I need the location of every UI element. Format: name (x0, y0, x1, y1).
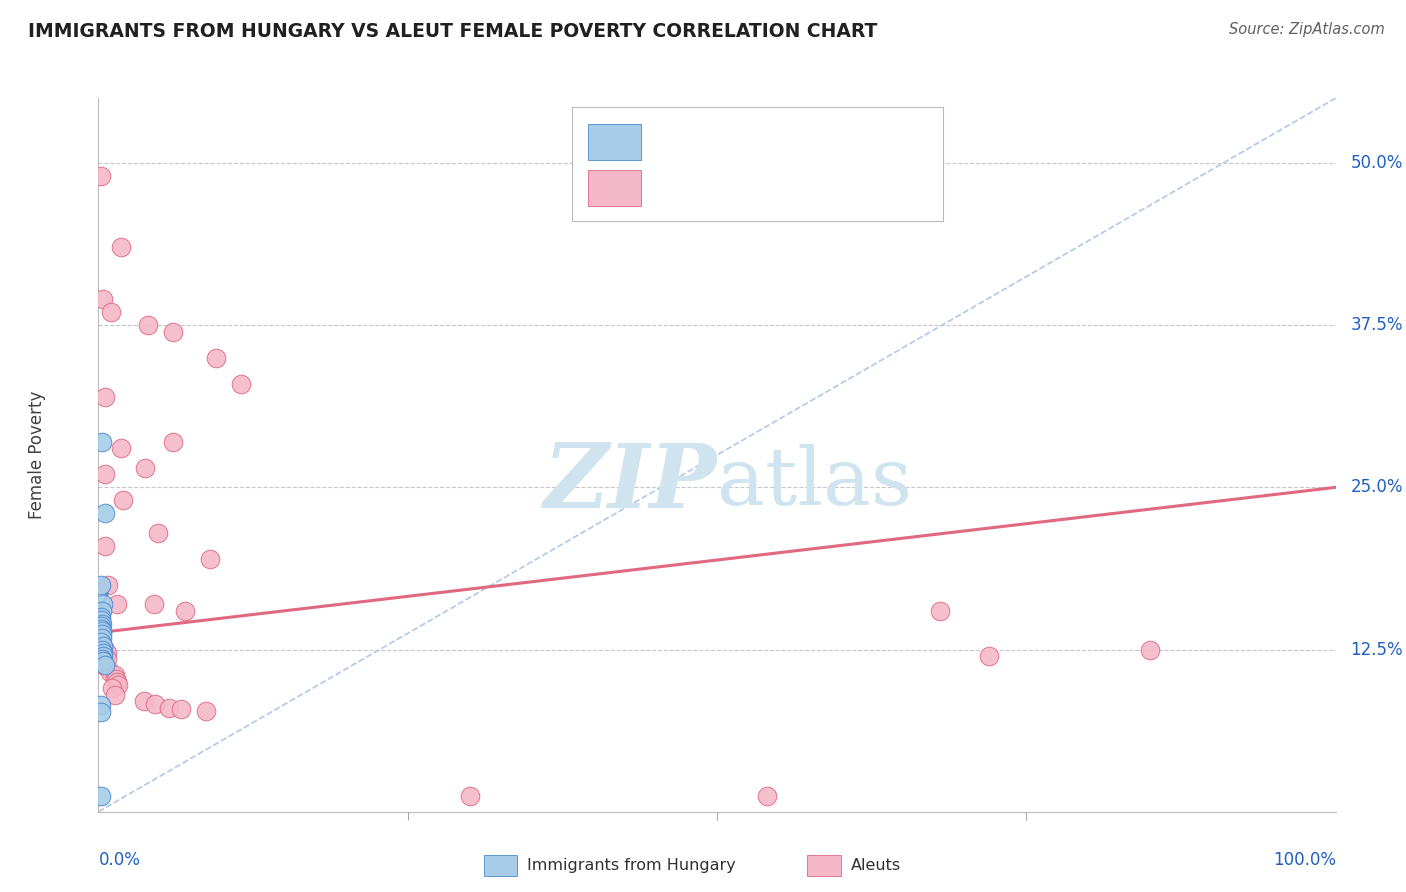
Point (979, 648, 1001, 663)
Point (93, 506, 115, 520)
Point (157, 701, 180, 715)
Point (93, 292, 115, 306)
Point (93, 539, 115, 553)
Text: atlas: atlas (717, 444, 912, 523)
Point (90, 577, 112, 591)
Text: 0.0%: 0.0% (98, 851, 141, 869)
Point (90, 625, 112, 640)
Point (90, 634, 112, 648)
Point (136, 318, 159, 333)
Point (96, 651, 118, 665)
Point (170, 702, 193, 716)
Text: ZIP: ZIP (544, 441, 717, 526)
Point (755, 789, 778, 804)
Point (90, 623, 112, 637)
Point (93, 390, 115, 404)
Point (90, 610, 112, 624)
Text: R =  0.179: R = 0.179 (654, 132, 742, 150)
Text: Aleuts: Aleuts (851, 858, 901, 872)
Text: Source: ZipAtlas.com: Source: ZipAtlas.com (1229, 22, 1385, 37)
Text: 50.0%: 50.0% (1351, 154, 1403, 172)
Point (91, 642, 114, 657)
Point (90, 698, 112, 713)
Point (98, 665, 121, 679)
Point (162, 434, 184, 449)
Point (134, 694, 156, 708)
Point (195, 704, 218, 718)
Point (91, 604, 114, 618)
Point (107, 677, 129, 691)
Point (143, 597, 166, 611)
Point (91, 434, 114, 449)
Point (101, 681, 124, 696)
Point (93, 656, 115, 670)
Point (90, 169, 112, 183)
Point (104, 673, 127, 687)
Text: 100.0%: 100.0% (1272, 851, 1336, 869)
Point (91, 624, 114, 639)
Point (93, 597, 115, 611)
Text: 37.5%: 37.5% (1351, 316, 1403, 334)
Point (103, 688, 125, 702)
Point (110, 442, 132, 456)
Point (90, 619, 112, 633)
Point (90, 622, 112, 636)
Point (96, 647, 118, 661)
Point (110, 240, 132, 254)
Point (146, 525, 169, 540)
Point (97, 577, 120, 591)
Point (205, 351, 228, 365)
Text: 12.5%: 12.5% (1351, 640, 1403, 658)
Point (93, 467, 115, 482)
Point (93, 647, 115, 661)
Point (91, 627, 114, 641)
Text: IMMIGRANTS FROM HUNGARY VS ALEUT FEMALE POVERTY CORRELATION CHART: IMMIGRANTS FROM HUNGARY VS ALEUT FEMALE … (28, 22, 877, 41)
Point (928, 604, 950, 618)
Point (112, 493, 135, 508)
Text: Female Poverty: Female Poverty (28, 391, 45, 519)
Text: N = 49: N = 49 (785, 178, 846, 196)
Point (91, 631, 114, 645)
Point (90, 616, 112, 631)
Point (174, 604, 197, 618)
Text: N = 24: N = 24 (785, 132, 846, 150)
Point (93, 642, 115, 657)
Point (458, 789, 481, 804)
Point (93, 654, 115, 668)
Text: 25.0%: 25.0% (1351, 478, 1403, 496)
Point (93, 658, 115, 673)
Point (1139, 642, 1161, 657)
Point (91, 616, 114, 631)
Point (90, 705, 112, 719)
Point (105, 597, 128, 611)
Point (93, 648, 115, 663)
Point (100, 305, 122, 319)
Point (90, 628, 112, 642)
Point (134, 461, 156, 475)
Point (229, 376, 252, 391)
Text: R =  0.288: R = 0.288 (654, 178, 742, 196)
Text: Immigrants from Hungary: Immigrants from Hungary (527, 858, 735, 872)
Point (105, 675, 128, 690)
Point (93, 639, 115, 653)
Point (198, 551, 221, 566)
Point (93, 639, 115, 653)
Point (93, 659, 115, 673)
Point (90, 633, 112, 648)
Point (103, 668, 125, 682)
Point (90, 613, 112, 627)
Point (143, 697, 166, 711)
Point (91, 651, 114, 665)
Point (162, 325, 184, 339)
Point (90, 789, 112, 804)
